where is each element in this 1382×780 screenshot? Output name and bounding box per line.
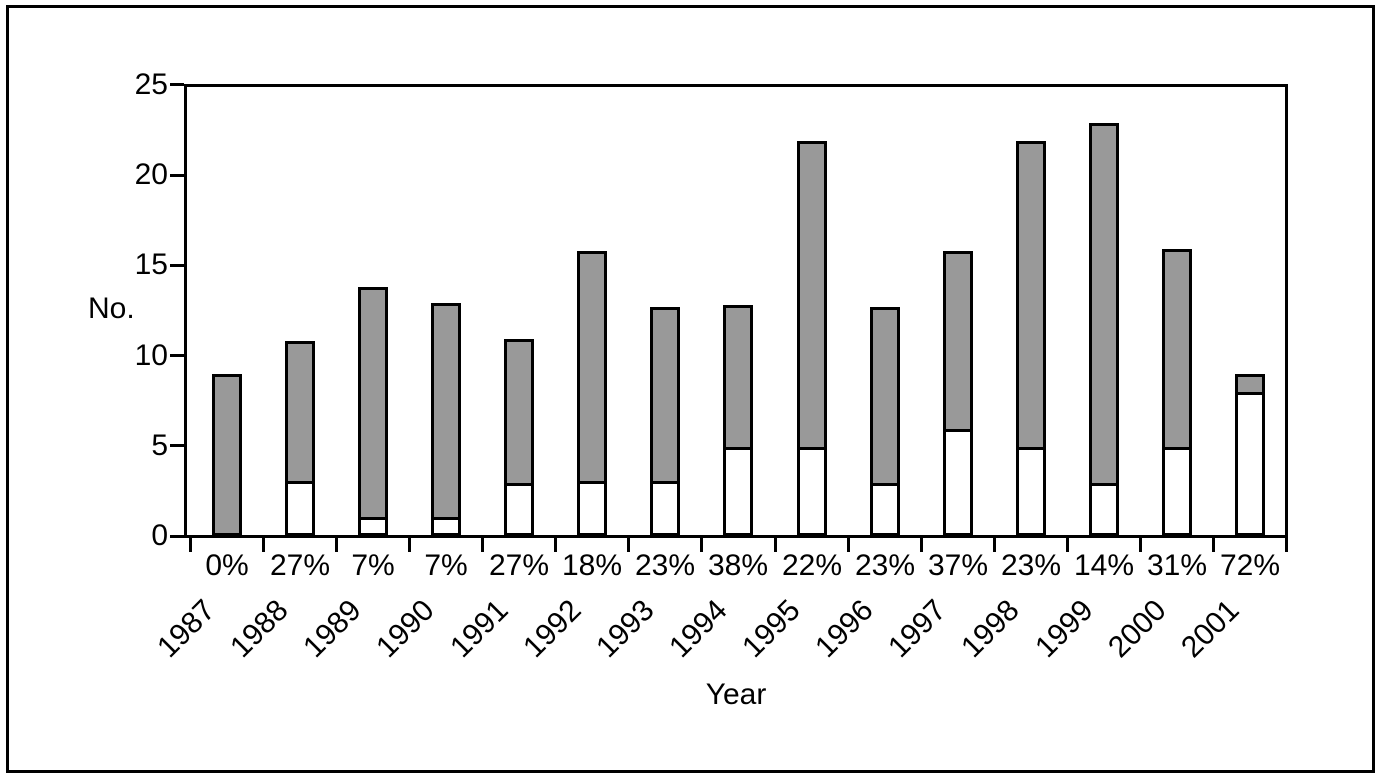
x-tick-6 [627,538,630,552]
stacked-bar-2001 [1235,374,1265,536]
x-tick-3 [408,538,411,552]
bar-lower-segment-1994 [726,447,750,533]
stacked-bar-1995 [797,141,827,536]
stacked-bar-1997 [943,251,973,536]
percent-label-1987: 0% [205,549,249,582]
x-tick-13 [1139,538,1142,552]
percent-label-1994: 38% [707,549,769,582]
percent-label-1989: 7% [351,549,395,582]
y-tick-label-15: 15 [134,248,168,281]
bar-lower-segment-1997 [946,429,970,533]
stacked-bar-1996 [870,307,900,536]
percent-label-1993: 23% [634,549,696,582]
percent-label-2000: 31% [1146,549,1208,582]
x-tick-5 [554,538,557,552]
bar-lower-segment-1989 [361,517,385,533]
x-tick-11 [993,538,996,552]
x-tick-10 [920,538,923,552]
bar-lower-segment-1996 [873,483,897,533]
percent-label-1998: 23% [1000,549,1062,582]
y-tick-label-20: 20 [134,158,168,191]
bar-lower-segment-1999 [1092,483,1116,533]
y-tick-0 [170,535,184,538]
bar-lower-segment-1988 [288,481,312,533]
stacked-bar-1988 [285,341,315,536]
y-tick-20 [170,174,184,177]
x-tick-14 [1212,538,1215,552]
x-tick-9 [847,538,850,552]
bar-lower-segment-1998 [1019,447,1043,533]
percent-label-1992: 18% [561,549,623,582]
bar-lower-segment-1993 [653,481,677,533]
percent-label-1997: 37% [927,549,989,582]
bar-lower-segment-2000 [1165,447,1189,533]
stacked-bar-1994 [723,305,753,536]
y-tick-label-5: 5 [151,429,168,462]
x-tick-1 [262,538,265,552]
x-tick-15 [1285,538,1288,552]
y-tick-label-25: 25 [134,68,168,101]
figure-border [6,5,1375,773]
percent-label-1988: 27% [269,549,331,582]
x-tick-7 [700,538,703,552]
x-axis-title: Year [705,678,767,711]
stacked-bar-1993 [650,307,680,536]
y-tick-5 [170,444,184,447]
bar-lower-segment-1995 [800,447,824,533]
x-tick-0 [189,538,192,552]
percent-label-1991: 27% [488,549,550,582]
x-tick-12 [1066,538,1069,552]
percent-label-1995: 22% [781,549,843,582]
bar-lower-segment-1992 [580,481,604,533]
y-tick-15 [170,264,184,267]
percent-label-1999: 14% [1073,549,1135,582]
stacked-bar-2000 [1162,249,1192,536]
percent-label-1996: 23% [854,549,916,582]
y-tick-10 [170,354,184,357]
y-tick-label-10: 10 [134,339,168,372]
stacked-bar-1992 [577,251,607,536]
stacked-bar-1987 [212,374,242,536]
percent-label-2001: 72% [1219,549,1281,582]
stacked-bar-1999 [1089,123,1119,536]
stacked-bar-1991 [504,339,534,536]
x-tick-2 [335,538,338,552]
stacked-bar-1998 [1016,141,1046,536]
y-axis-title: No. [88,292,135,325]
percent-label-1990: 7% [424,549,468,582]
bar-lower-segment-2001 [1238,392,1262,533]
y-tick-25 [170,83,184,86]
bar-lower-segment-1991 [507,483,531,533]
stacked-bar-1990 [431,303,461,536]
stacked-bar-1989 [358,287,388,536]
y-tick-label-0: 0 [151,519,168,552]
x-tick-8 [774,538,777,552]
x-tick-4 [481,538,484,552]
bar-lower-segment-1990 [434,517,458,533]
